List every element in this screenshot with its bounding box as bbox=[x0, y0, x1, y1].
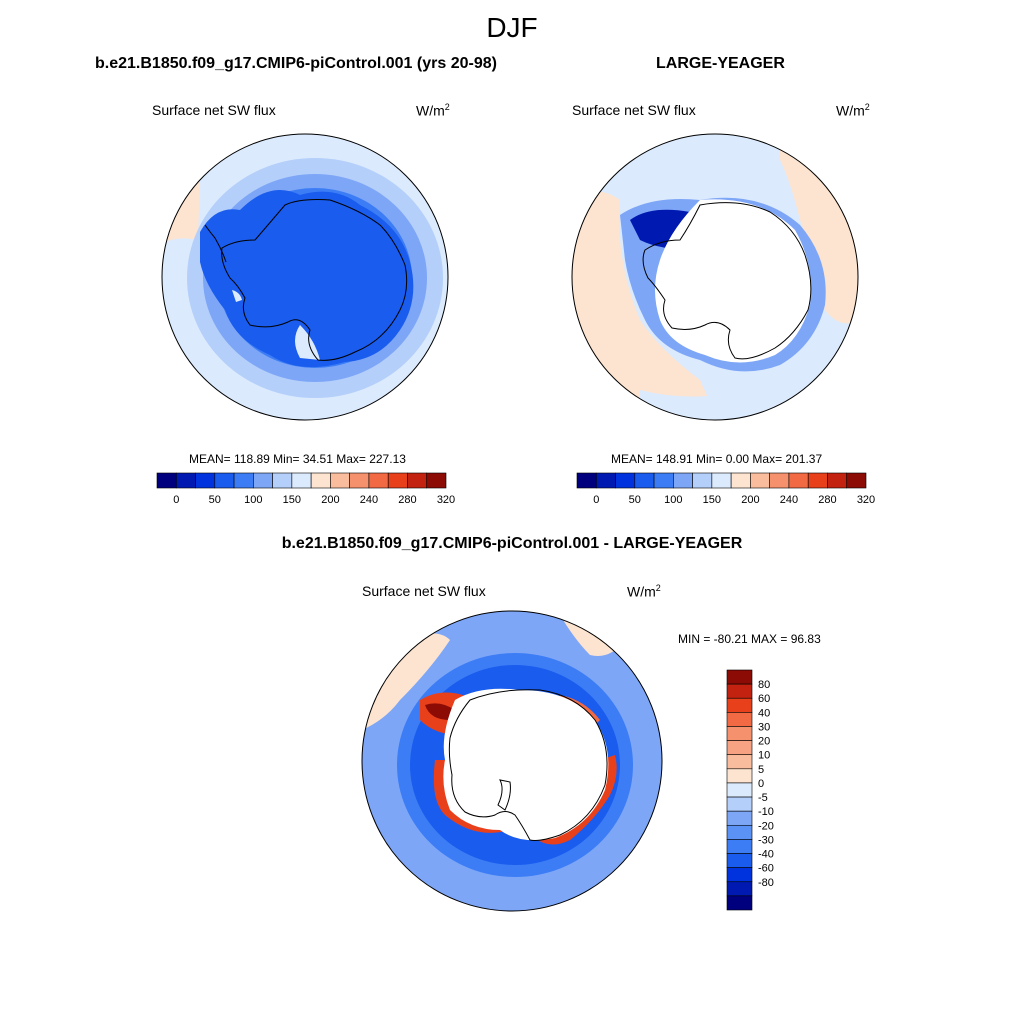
panel-obs-units: W/m2 bbox=[836, 102, 870, 119]
colorbar-case-swatch bbox=[272, 472, 293, 489]
colorbar-diff: 80 60 40 30 20 10 5 0 -5 -10 -20 -30 -40 -60 -80 bbox=[726, 669, 774, 911]
colorbar-diff-swatch bbox=[726, 740, 753, 756]
colorbar-obs-swatch bbox=[615, 472, 636, 489]
colorbar-case-tick-label: 320 bbox=[437, 494, 455, 506]
colorbar-case-swatch bbox=[175, 472, 196, 489]
colorbar-case-tick-label: 150 bbox=[283, 494, 301, 506]
colorbar-diff-swatch bbox=[726, 782, 753, 798]
colorbar-case-swatch bbox=[426, 472, 447, 489]
colorbar-diff-swatch bbox=[726, 895, 753, 911]
colorbar-case-swatch bbox=[233, 472, 254, 489]
colorbar-diff-swatch bbox=[726, 726, 753, 741]
colorbar-case-tick-label: 0 bbox=[173, 494, 179, 506]
colorbar-case-tick-label: 280 bbox=[398, 494, 416, 506]
panel-case-title: b.e21.B1850.f09_g17.CMIP6-piControl.001 … bbox=[95, 55, 497, 72]
colorbar-obs-swatch bbox=[750, 472, 770, 489]
colorbar-diff-tick-label: 10 bbox=[758, 750, 770, 762]
figure-title: DJF bbox=[486, 12, 538, 43]
colorbar-case-tick-label: 240 bbox=[360, 494, 378, 506]
colorbar-obs-swatch bbox=[653, 472, 674, 489]
colorbar-obs-swatch bbox=[769, 472, 790, 489]
colorbar-diff-tick-label: -20 bbox=[758, 820, 774, 832]
colorbar-diff-tick-label: -80 bbox=[758, 877, 774, 889]
colorbar-diff-swatch bbox=[726, 768, 753, 784]
colorbar-diff-tick-label: 0 bbox=[758, 778, 764, 790]
colorbar-obs-tick-label: 150 bbox=[703, 494, 721, 506]
colorbar-diff-swatch bbox=[726, 824, 753, 840]
colorbar-diff-tick-label: -60 bbox=[758, 863, 774, 875]
map-diff bbox=[361, 610, 663, 912]
panel-case-units: W/m2 bbox=[416, 102, 450, 119]
colorbar-obs-swatch bbox=[807, 472, 828, 489]
colorbar-case-swatch bbox=[214, 472, 235, 489]
colorbar-obs-swatch bbox=[711, 472, 732, 489]
colorbar-diff-swatch bbox=[726, 796, 753, 812]
colorbar-obs-tick-label: 280 bbox=[818, 494, 836, 506]
colorbar-obs-tick-label: 240 bbox=[780, 494, 798, 506]
panel-diff-units: W/m2 bbox=[627, 583, 661, 600]
colorbar-diff-swatch bbox=[726, 853, 753, 868]
colorbar-diff-tick-label: 30 bbox=[758, 721, 770, 733]
colorbar-diff-tick-label: -10 bbox=[758, 806, 774, 818]
colorbar-obs-swatch bbox=[595, 472, 616, 489]
panel-case-variable: Surface net SW flux bbox=[152, 102, 276, 118]
colorbar-diff-swatch bbox=[726, 683, 753, 699]
colorbar-case-swatch bbox=[387, 472, 408, 489]
colorbar-obs-swatch bbox=[576, 472, 597, 489]
panel-obs-title: LARGE-YEAGER bbox=[656, 55, 785, 72]
colorbar-obs-swatch bbox=[692, 472, 713, 489]
colorbar-diff-tick-label: 40 bbox=[758, 707, 770, 719]
colorbar-case-swatch bbox=[349, 472, 370, 489]
colorbar-obs-swatch bbox=[634, 472, 655, 489]
colorbar-diff-swatch bbox=[726, 867, 753, 883]
colorbar-diff-tick-label: 5 bbox=[758, 764, 764, 776]
colorbar-diff-swatch bbox=[726, 669, 753, 685]
colorbar-diff-tick-label: -40 bbox=[758, 849, 774, 861]
colorbar-diff-swatch bbox=[726, 754, 753, 770]
panel-diff-variable: Surface net SW flux bbox=[362, 583, 486, 599]
panel-diff-title: b.e21.B1850.f09_g17.CMIP6-piControl.001 … bbox=[281, 535, 743, 552]
panel-obs-stats: MEAN= 148.91 Min= 0.00 Max= 201.37 bbox=[611, 452, 823, 466]
colorbar-case-swatch bbox=[253, 472, 273, 489]
colorbar-diff-swatch bbox=[726, 697, 753, 713]
colorbar-case-swatch bbox=[156, 472, 177, 489]
colorbar-diff-swatch bbox=[726, 810, 753, 826]
colorbar-obs-tick-label: 200 bbox=[741, 494, 759, 506]
colorbar-obs-swatch bbox=[846, 472, 867, 489]
colorbar-diff-tick-label: 80 bbox=[758, 679, 770, 691]
colorbar-diff-tick-label: 20 bbox=[758, 736, 770, 748]
colorbar-case-swatch bbox=[310, 472, 331, 489]
panel-obs-variable: Surface net SW flux bbox=[572, 102, 696, 118]
colorbar-obs-swatch bbox=[788, 472, 809, 489]
colorbar-case-swatch bbox=[291, 472, 312, 489]
colorbar-obs-tick-label: 0 bbox=[593, 494, 599, 506]
colorbar-case-tick-label: 200 bbox=[321, 494, 339, 506]
colorbar-obs-tick-label: 100 bbox=[664, 494, 682, 506]
colorbar-obs-swatch bbox=[730, 472, 751, 489]
colorbar-diff-tick-label: -30 bbox=[758, 834, 774, 846]
colorbar-diff-tick-label: -5 bbox=[758, 792, 768, 804]
panel-diff-stats: MIN = -80.21 MAX = 96.83 bbox=[678, 632, 821, 646]
colorbar-case-swatch bbox=[330, 472, 350, 489]
colorbar-case-swatch bbox=[368, 472, 389, 489]
colorbar-obs-swatch bbox=[827, 472, 848, 489]
colorbar-obs-tick-label: 320 bbox=[857, 494, 875, 506]
colorbar-diff-swatch bbox=[726, 881, 753, 897]
map-case bbox=[161, 133, 449, 421]
colorbar-diff-tick-label: 60 bbox=[758, 693, 770, 705]
colorbar-obs-swatch bbox=[673, 472, 693, 489]
colorbar-diff-swatch bbox=[726, 839, 753, 854]
map-obs bbox=[571, 133, 859, 421]
panel-case-stats: MEAN= 118.89 Min= 34.51 Max= 227.13 bbox=[189, 452, 406, 466]
colorbar-obs-tick-label: 50 bbox=[629, 494, 641, 506]
colorbar-diff-swatch bbox=[726, 712, 753, 727]
colorbar-obs: 0 50 100 150 200 240 280 320 bbox=[576, 472, 875, 506]
colorbar-case-swatch bbox=[407, 472, 428, 489]
colorbar-case: 0 50 100 150 200 240 280 320 bbox=[156, 472, 455, 506]
colorbar-case-swatch bbox=[195, 472, 216, 489]
colorbar-case-tick-label: 100 bbox=[244, 494, 262, 506]
colorbar-case-tick-label: 50 bbox=[209, 494, 221, 506]
